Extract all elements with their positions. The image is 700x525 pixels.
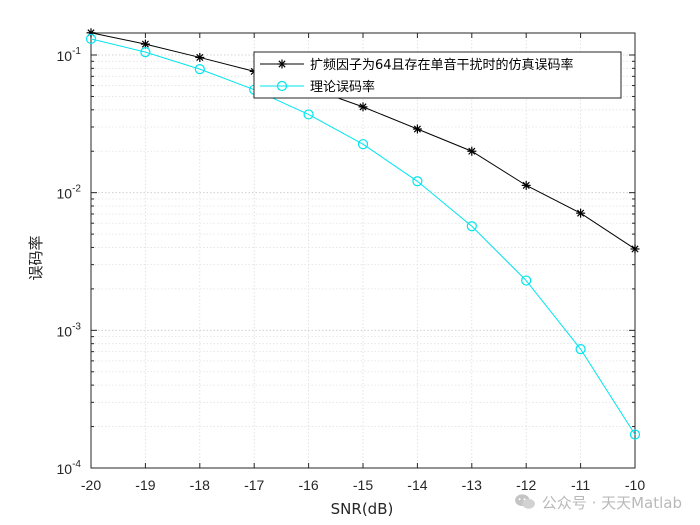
legend-label: 理论误码率 xyxy=(310,79,375,95)
data-point xyxy=(630,244,640,254)
data-point xyxy=(412,124,422,134)
plot-area: -20 -19 -18 -17 -16 -15 -14 -13 -12 -11 -1010-410-… xyxy=(57,28,645,493)
data-point xyxy=(521,180,531,190)
wechat-icon xyxy=(514,494,535,509)
x-tick-label: -20 xyxy=(81,477,101,493)
y-tick-label: 10-3 xyxy=(57,321,82,339)
data-point xyxy=(303,109,314,120)
watermark: 公众号 · 天天Matlab xyxy=(514,491,682,513)
x-tick-label: -13 xyxy=(462,477,482,493)
legend-item: 理论误码率 xyxy=(260,79,375,95)
watermark-text: 公众号 · 天天Matlab xyxy=(541,493,682,512)
y-axis-label: 误码率 xyxy=(27,235,45,280)
series-line xyxy=(90,38,636,435)
data-point xyxy=(575,344,586,355)
y-tick-label: 10-1 xyxy=(57,46,82,64)
data-point xyxy=(195,52,205,62)
x-tick-label: -10 xyxy=(625,477,645,493)
x-axis-label: SNR(dB) xyxy=(331,500,394,518)
legend-marker xyxy=(276,80,288,92)
data-point xyxy=(412,176,423,187)
y-tick-label: 10-4 xyxy=(57,459,82,477)
data-point xyxy=(521,275,532,286)
x-tick-label: -11 xyxy=(571,477,590,493)
series-2 xyxy=(85,33,641,440)
data-point xyxy=(466,221,477,232)
x-tick-label: -17 xyxy=(244,477,264,493)
data-point xyxy=(357,139,369,150)
data-point xyxy=(576,208,586,218)
data-point xyxy=(85,33,97,44)
legend-marker xyxy=(277,59,287,69)
x-tick-label: -19 xyxy=(135,477,155,493)
x-tick-label: -15 xyxy=(353,477,373,493)
data-point xyxy=(358,102,368,112)
x-tick-label: -16 xyxy=(298,477,318,493)
data-point xyxy=(467,146,477,156)
y-axis: 10-4 10-3 10-2 10-1 xyxy=(57,46,635,477)
x-tick-label: -18 xyxy=(190,477,210,493)
data-point xyxy=(140,39,150,49)
data-point xyxy=(194,64,205,75)
x-axis: -20 -19 -18 -17 -16 -15 -14 -13 -12 -11 -10 xyxy=(81,33,645,493)
legend-label: 扩频因子为64且存在单音干扰时的仿真误码率 xyxy=(310,57,574,73)
data-point xyxy=(140,46,151,58)
legend-box xyxy=(253,51,622,99)
y-tick-label: 10-2 xyxy=(57,184,82,202)
legend-item: 扩频因子为64且存在单音干扰时的仿真误码率 xyxy=(260,57,574,73)
x-tick-label: -14 xyxy=(407,477,427,493)
data-point xyxy=(629,429,641,440)
x-tick-label: -12 xyxy=(516,477,536,493)
